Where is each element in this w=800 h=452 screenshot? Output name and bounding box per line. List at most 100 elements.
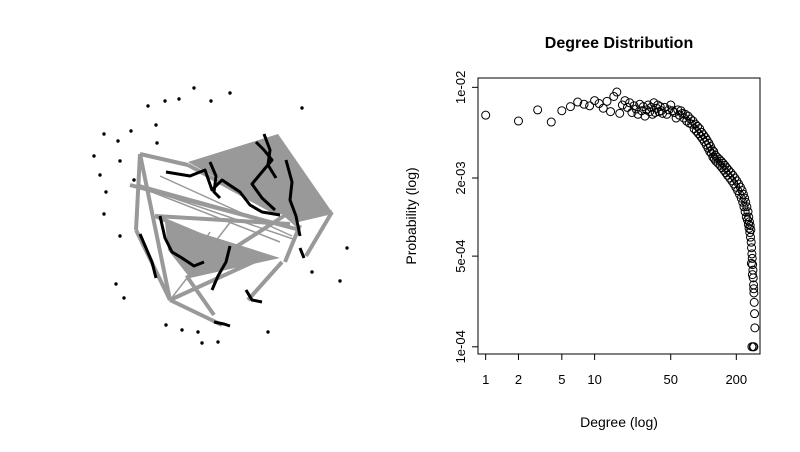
network-node <box>228 91 232 95</box>
network-node <box>196 330 200 334</box>
data-point <box>585 101 595 111</box>
node-cluster <box>244 289 263 304</box>
y-tick-label: 2e-03 <box>453 161 468 194</box>
edge <box>169 298 223 327</box>
data-point <box>749 288 759 298</box>
data-point <box>615 108 625 118</box>
edge <box>139 152 189 167</box>
data-point <box>609 91 619 101</box>
data-point <box>686 114 696 124</box>
edge <box>139 184 297 229</box>
network-plot <box>92 86 349 345</box>
data-point <box>747 253 757 263</box>
edge <box>134 153 142 231</box>
data-point <box>747 243 757 253</box>
data-point <box>692 121 702 131</box>
network-node <box>102 132 106 136</box>
y-axis-title: Probability (log) <box>403 167 419 264</box>
data-point <box>612 87 622 97</box>
network-node <box>118 159 122 163</box>
edge <box>133 184 281 243</box>
node-cluster <box>158 215 205 268</box>
data-point <box>622 102 632 112</box>
edge <box>187 163 281 217</box>
data-point <box>680 109 690 119</box>
x-tick-label: 50 <box>664 372 678 387</box>
data-point <box>679 113 689 123</box>
node-cluster <box>165 168 281 217</box>
edge <box>169 219 233 301</box>
edge <box>262 193 302 230</box>
data-point <box>749 284 759 294</box>
network-node <box>155 141 159 145</box>
network-node <box>122 296 126 300</box>
data-point <box>743 207 753 217</box>
data-point <box>655 102 665 112</box>
data-point <box>590 96 600 106</box>
network-node <box>154 123 158 127</box>
data-point <box>606 107 616 117</box>
data-point <box>746 225 756 235</box>
y-tick-label: 1e-02 <box>453 71 468 104</box>
edge <box>297 210 333 222</box>
network-node <box>92 154 96 158</box>
data-point <box>594 99 604 109</box>
network-node <box>300 106 304 110</box>
network-node <box>209 99 213 103</box>
node-cluster <box>250 140 277 212</box>
data-point <box>664 105 674 115</box>
x-tick-label: 1 <box>482 372 489 387</box>
network-node <box>200 341 204 345</box>
network-node <box>129 129 133 133</box>
chart-title: Degree Distribution <box>545 35 693 52</box>
edge <box>186 276 216 317</box>
y-axis: 1e-04 5e-04 2e-03 1e-02 <box>453 71 478 363</box>
y-tick-label: 1e-04 <box>453 330 468 363</box>
network-nodes <box>92 86 349 345</box>
node-cluster <box>262 133 278 179</box>
data-point <box>749 297 759 307</box>
network-node <box>163 99 167 103</box>
network-node <box>266 330 270 334</box>
network-node <box>146 104 150 108</box>
data-point <box>602 96 612 106</box>
network-node <box>98 173 102 177</box>
edge <box>138 153 172 301</box>
edge <box>149 189 297 241</box>
node-cluster <box>138 233 158 279</box>
data-point <box>643 100 653 110</box>
edge <box>304 210 334 258</box>
edge <box>159 175 293 237</box>
node-cluster <box>298 247 306 259</box>
network-node <box>177 97 181 101</box>
edge <box>246 260 284 302</box>
network-node <box>310 270 314 274</box>
network-edges <box>129 134 334 327</box>
network-node <box>102 212 106 216</box>
data-point <box>666 100 676 110</box>
network-node <box>164 323 168 327</box>
network-node <box>345 246 349 250</box>
data-point <box>533 105 543 115</box>
data-point <box>746 237 756 247</box>
network-node <box>114 282 118 286</box>
x-axis: 1 2 5 10 50 200 <box>482 354 747 387</box>
x-tick-label: 5 <box>558 372 565 387</box>
data-point <box>546 117 556 127</box>
data-point <box>573 97 583 107</box>
data-point <box>707 145 717 155</box>
data-point <box>598 103 608 113</box>
data-point <box>702 135 712 145</box>
data-point <box>513 116 523 126</box>
x-tick-label: 200 <box>725 372 747 387</box>
node-cluster <box>284 159 302 237</box>
network-node <box>116 139 120 143</box>
network-node <box>104 190 108 194</box>
data-point <box>750 323 760 333</box>
network-node <box>338 279 342 283</box>
data-point <box>748 273 758 283</box>
node-cluster <box>210 245 232 291</box>
x-tick-label: 10 <box>587 372 601 387</box>
data-point <box>746 258 756 268</box>
